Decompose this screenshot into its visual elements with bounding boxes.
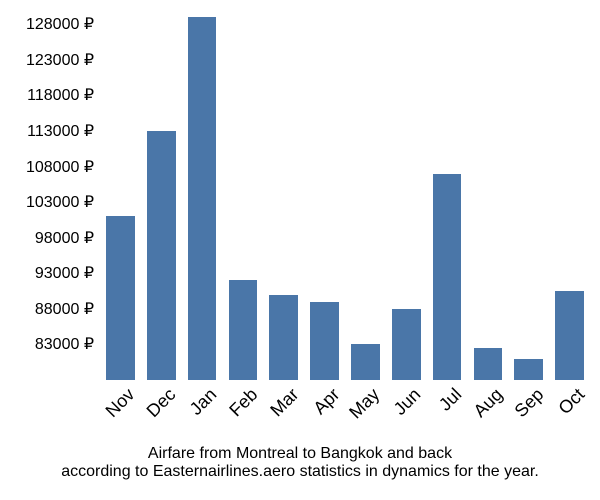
x-tick-label: May xyxy=(346,384,385,423)
caption-line-2: according to Easternairlines.aero statis… xyxy=(0,463,600,481)
y-tick-label: 83000 ₽ xyxy=(35,334,94,354)
x-tick-label: Jul xyxy=(435,384,466,415)
bar-slot: Nov xyxy=(100,10,141,380)
bar-slot: Oct xyxy=(549,10,590,380)
bar-slot: Jan xyxy=(182,10,223,380)
x-tick-label: Nov xyxy=(102,384,139,421)
x-tick-label: Sep xyxy=(510,384,547,421)
bar-slot: Jul xyxy=(427,10,468,380)
x-tick-label: Jan xyxy=(186,384,221,419)
y-tick-label: 113000 ₽ xyxy=(27,121,94,141)
bar xyxy=(147,131,176,380)
bar xyxy=(555,291,584,380)
x-tick-label: Oct xyxy=(554,384,589,419)
y-tick-label: 108000 ₽ xyxy=(26,157,94,177)
airfare-chart: NovDecJanFebMarAprMayJunJulAugSepOct 830… xyxy=(0,0,600,500)
x-tick-label: Mar xyxy=(266,384,303,421)
bars-container: NovDecJanFebMarAprMayJunJulAugSepOct xyxy=(100,10,590,380)
plot-area: NovDecJanFebMarAprMayJunJulAugSepOct 830… xyxy=(100,10,590,380)
y-tick-label: 98000 ₽ xyxy=(35,228,94,248)
caption-line-1: Airfare from Montreal to Bangkok and bac… xyxy=(0,445,600,463)
bar xyxy=(433,174,462,380)
bar-slot: May xyxy=(345,10,386,380)
bar xyxy=(474,348,503,380)
bar-slot: Apr xyxy=(304,10,345,380)
bar-slot: Sep xyxy=(508,10,549,380)
y-tick-label: 93000 ₽ xyxy=(35,263,94,283)
bar xyxy=(351,344,380,380)
chart-caption: Airfare from Montreal to Bangkok and bac… xyxy=(0,445,600,481)
y-tick-label: 88000 ₽ xyxy=(35,299,94,319)
y-tick-label: 103000 ₽ xyxy=(26,192,94,212)
bar xyxy=(188,17,217,380)
bar xyxy=(310,302,339,380)
bar xyxy=(106,216,135,380)
y-tick-label: 128000 ₽ xyxy=(26,14,94,34)
bar xyxy=(514,359,543,380)
bar-slot: Jun xyxy=(386,10,427,380)
y-tick-label: 118000 ₽ xyxy=(27,85,94,105)
bar-slot: Dec xyxy=(141,10,182,380)
bar-slot: Aug xyxy=(467,10,508,380)
bar-slot: Feb xyxy=(222,10,263,380)
x-tick-label: Aug xyxy=(469,384,506,421)
bar-slot: Mar xyxy=(263,10,304,380)
x-tick-label: Jun xyxy=(390,384,425,419)
x-tick-label: Feb xyxy=(225,384,262,421)
bar xyxy=(269,295,298,380)
y-tick-label: 123000 ₽ xyxy=(26,50,94,70)
x-tick-label: Apr xyxy=(309,384,344,419)
bar xyxy=(229,280,258,380)
x-tick-label: Dec xyxy=(143,384,180,421)
bar xyxy=(392,309,421,380)
